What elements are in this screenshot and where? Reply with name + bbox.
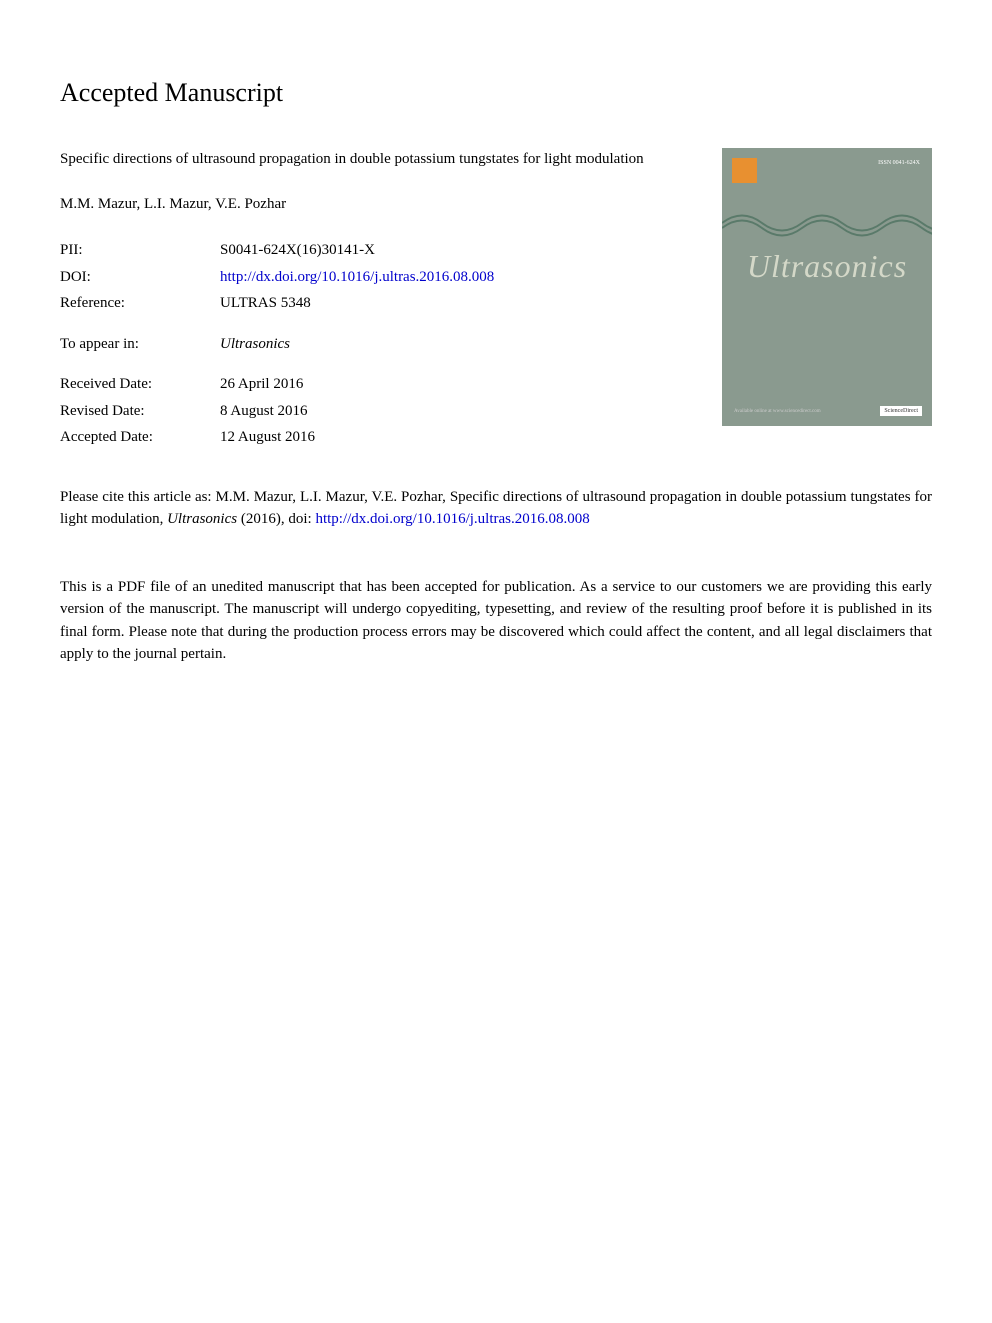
doi-label: DOI:: [60, 264, 220, 291]
metadata-table: PII: S0041-624X(16)30141-X DOI: http://d…: [60, 237, 494, 451]
citation-year: (2016), doi:: [237, 511, 315, 527]
pii-value: S0041-624X(16)30141-X: [220, 237, 494, 264]
reference-value: ULTRAS 5348: [220, 290, 494, 317]
citation-text: Please cite this article as: M.M. Mazur,…: [60, 486, 932, 531]
revised-value: 8 August 2016: [220, 398, 494, 425]
cover-issn: ISSN 0041-624X: [878, 160, 920, 166]
cover-sciencedirect: ScienceDirect: [880, 406, 922, 416]
metadata-row-pii: PII: S0041-624X(16)30141-X: [60, 237, 494, 264]
appear-label: To appear in:: [60, 331, 220, 358]
accepted-value: 12 August 2016: [220, 424, 494, 451]
received-label: Received Date:: [60, 371, 220, 398]
cover-wave-icon: [722, 203, 932, 243]
metadata-row-reference: Reference: ULTRAS 5348: [60, 290, 494, 317]
publisher-logo-icon: [732, 158, 757, 183]
cover-journal-title: Ultrasonics: [722, 248, 932, 285]
disclaimer-text: This is a PDF file of an unedited manusc…: [60, 576, 932, 666]
accepted-label: Accepted Date:: [60, 424, 220, 451]
metadata-row-accepted: Accepted Date: 12 August 2016: [60, 424, 494, 451]
appear-value: Ultrasonics: [220, 336, 290, 352]
metadata-row-revised: Revised Date: 8 August 2016: [60, 398, 494, 425]
metadata-row-doi: DOI: http://dx.doi.org/10.1016/j.ultras.…: [60, 264, 494, 291]
reference-label: Reference:: [60, 290, 220, 317]
top-section: Specific directions of ultrasound propag…: [60, 148, 932, 451]
article-title: Specific directions of ultrasound propag…: [60, 148, 702, 171]
doi-link[interactable]: http://dx.doi.org/10.1016/j.ultras.2016.…: [220, 269, 494, 285]
citation-doi-link[interactable]: http://dx.doi.org/10.1016/j.ultras.2016.…: [315, 511, 589, 527]
revised-label: Revised Date:: [60, 398, 220, 425]
cover-bottom-text: Available online at www.sciencedirect.co…: [734, 409, 821, 414]
page-heading: Accepted Manuscript: [60, 78, 932, 108]
citation-journal: Ultrasonics: [167, 511, 237, 527]
pii-label: PII:: [60, 237, 220, 264]
journal-cover: ISSN 0041-624X Ultrasonics Available onl…: [722, 148, 932, 426]
metadata-row-appear: To appear in: Ultrasonics: [60, 331, 494, 358]
received-value: 26 April 2016: [220, 371, 494, 398]
authors: M.M. Mazur, L.I. Mazur, V.E. Pozhar: [60, 193, 702, 216]
metadata-row-received: Received Date: 26 April 2016: [60, 371, 494, 398]
left-content: Specific directions of ultrasound propag…: [60, 148, 702, 451]
